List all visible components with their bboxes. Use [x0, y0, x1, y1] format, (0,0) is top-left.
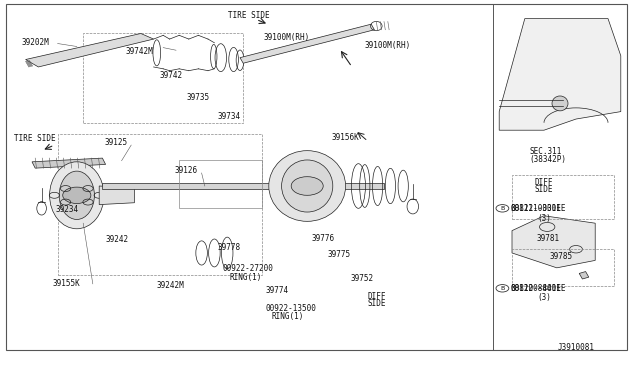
- Text: 39100M(RH): 39100M(RH): [264, 33, 310, 42]
- Text: 39742: 39742: [160, 71, 183, 80]
- Text: RING(1): RING(1): [272, 312, 305, 321]
- Text: (3): (3): [538, 214, 552, 223]
- Text: TIRE SIDE: TIRE SIDE: [14, 134, 56, 143]
- Text: DIFF: DIFF: [534, 178, 553, 187]
- Text: 00922-13500: 00922-13500: [266, 304, 316, 312]
- Text: 39785: 39785: [549, 252, 572, 261]
- Polygon shape: [579, 272, 589, 279]
- Text: 39242M: 39242M: [156, 281, 184, 290]
- Text: J3910081: J3910081: [558, 343, 595, 352]
- Bar: [512, 175, 614, 219]
- Text: B: B: [500, 286, 504, 291]
- Text: 39234: 39234: [56, 205, 79, 214]
- Text: B: B: [500, 206, 504, 211]
- Text: SIDE: SIDE: [534, 185, 553, 194]
- Text: 39156K: 39156K: [332, 133, 359, 142]
- Ellipse shape: [50, 162, 104, 229]
- Text: DIFF: DIFF: [368, 292, 387, 301]
- Text: 39774: 39774: [266, 286, 289, 295]
- Text: 39202M: 39202M: [21, 38, 49, 47]
- Circle shape: [63, 187, 91, 203]
- Text: SIDE: SIDE: [368, 299, 387, 308]
- Bar: [512, 249, 614, 286]
- Text: ß08120-8401E: ß08120-8401E: [510, 284, 566, 293]
- Text: 39781: 39781: [536, 234, 559, 243]
- Text: 39125: 39125: [105, 138, 128, 147]
- Ellipse shape: [59, 171, 95, 219]
- Ellipse shape: [269, 151, 346, 221]
- Text: 39100M(RH): 39100M(RH): [365, 41, 411, 50]
- Text: (38342P): (38342P): [529, 155, 566, 164]
- Text: RING(1): RING(1): [229, 273, 262, 282]
- Text: 39734: 39734: [218, 112, 241, 121]
- Text: 08121-0301E: 08121-0301E: [511, 204, 561, 213]
- Text: 39155K: 39155K: [52, 279, 80, 288]
- Bar: [58, 134, 262, 275]
- Text: ß08121-0301E: ß08121-0301E: [510, 204, 566, 213]
- Text: 39778: 39778: [218, 243, 241, 252]
- Bar: [83, 33, 243, 123]
- Text: 39735: 39735: [187, 93, 210, 102]
- Polygon shape: [32, 158, 106, 168]
- Text: 08120-8401E: 08120-8401E: [511, 284, 561, 293]
- Circle shape: [291, 177, 323, 195]
- Text: TIRE SIDE: TIRE SIDE: [228, 12, 269, 20]
- Text: SEC.311: SEC.311: [529, 147, 562, 156]
- Text: 39742M: 39742M: [125, 47, 153, 56]
- Polygon shape: [102, 183, 384, 189]
- Text: 39242: 39242: [106, 235, 129, 244]
- Polygon shape: [512, 216, 595, 268]
- Text: 39775: 39775: [328, 250, 351, 259]
- Polygon shape: [499, 19, 621, 130]
- Text: (3): (3): [538, 293, 552, 302]
- Text: 39126: 39126: [174, 166, 197, 174]
- Text: 39752: 39752: [351, 274, 374, 283]
- Text: 39776: 39776: [312, 234, 335, 243]
- Ellipse shape: [552, 96, 568, 111]
- Polygon shape: [26, 33, 154, 67]
- Text: 00922-27200: 00922-27200: [223, 264, 273, 273]
- Polygon shape: [240, 24, 374, 63]
- Ellipse shape: [282, 160, 333, 212]
- Polygon shape: [99, 186, 134, 205]
- Bar: [179, 160, 262, 208]
